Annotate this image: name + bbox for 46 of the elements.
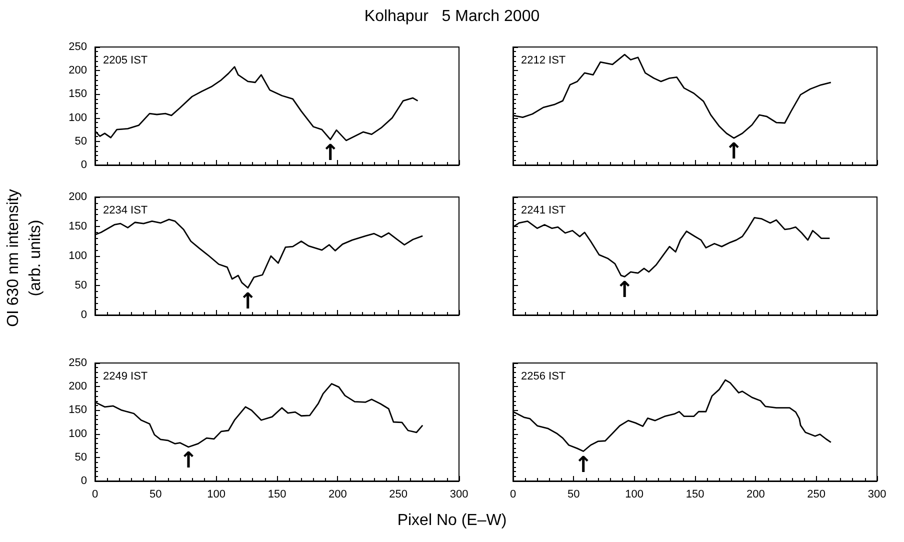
y-tick-label: 150: [68, 404, 87, 416]
y-tick-label: 200: [68, 191, 87, 203]
y-tick-label: 250: [68, 357, 87, 369]
x-axis-title: Pixel No (E–W): [396, 512, 508, 530]
x-tick-label: 300: [450, 488, 468, 500]
y-tick-label: 250: [68, 41, 87, 53]
y-tick-label: 50: [74, 135, 87, 148]
x-tick-label: 0: [92, 488, 98, 500]
annotation: 2256 IST: [521, 370, 566, 382]
x-tick-label: 250: [389, 488, 408, 500]
y-tick-label: 100: [68, 428, 87, 440]
annotation: 2241 IST: [521, 204, 566, 216]
x-tick-label: 150: [268, 488, 286, 500]
y-tick-label: 100: [68, 250, 87, 262]
annotation: 2205 IST: [103, 54, 148, 66]
annotation: 2212 IST: [521, 54, 566, 66]
x-tick-label: 200: [746, 488, 765, 500]
y-tick-label: 0: [80, 475, 87, 487]
x-tick-label: 0: [510, 488, 516, 500]
y-tick-label: 200: [68, 380, 87, 393]
x-tick-label: 250: [807, 488, 826, 500]
x-tick-label: 150: [686, 488, 704, 500]
x-tick-label: 100: [207, 488, 226, 500]
y-tick-label: 50: [74, 280, 87, 292]
annotation: ↑: [321, 141, 340, 166]
x-tick-label: 100: [625, 488, 644, 500]
x-tick-label: 50: [568, 488, 580, 500]
y-tick-label: 0: [80, 159, 87, 171]
annotation: ↑: [238, 289, 258, 314]
y-tick-label: 100: [68, 112, 87, 124]
x-tick-label: 200: [328, 488, 347, 500]
annotation: ↑: [574, 452, 593, 478]
y-tick-label: 150: [68, 220, 87, 232]
annotation: ↑: [615, 278, 634, 304]
y-tick-label: 200: [68, 64, 87, 77]
annotation: 2234 IST: [103, 204, 148, 216]
y-tick-label: 50: [74, 451, 87, 464]
chart-title: Kolhapur 5 March 2000: [363, 8, 541, 26]
y-tick-label: 150: [68, 88, 87, 100]
x-tick-label: 300: [868, 488, 886, 500]
y-axis-title: OI 630 nm intensity (arb. units): [4, 188, 45, 328]
y-tick-label: 0: [80, 309, 87, 321]
annotation: 2249 IST: [103, 370, 148, 382]
annotation: ↑: [724, 140, 744, 165]
annotation: ↑: [179, 448, 198, 474]
x-tick-label: 50: [150, 488, 162, 500]
